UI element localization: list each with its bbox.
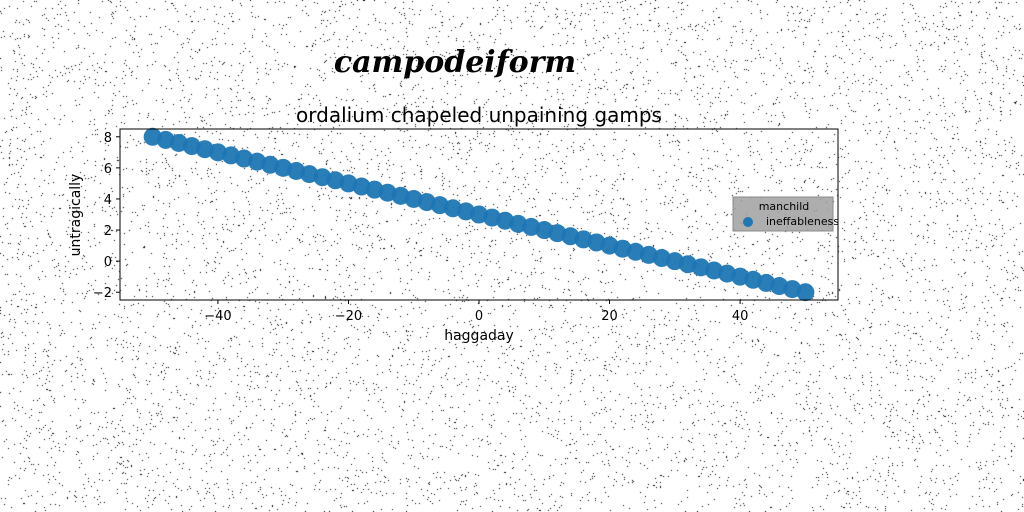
y-tick-label: 4: [104, 193, 112, 208]
y-tick-label: 0: [104, 255, 112, 270]
x-axis-label: haggaday: [444, 328, 514, 344]
x-tick-label: 40: [732, 309, 749, 324]
y-axis-label: untragically: [68, 174, 84, 257]
x-axis-ticks: −40 −20 0 20 40: [204, 300, 748, 324]
chart-title: ordalium chapeled unpaining gamps: [296, 103, 662, 127]
x-tick-label: −20: [335, 309, 362, 324]
legend: manchild ineffableness: [732, 196, 839, 232]
data-points: [143, 127, 815, 302]
x-tick-label: −40: [204, 309, 231, 324]
legend-title: manchild: [759, 200, 810, 213]
x-tick-label: 0: [475, 309, 483, 324]
legend-marker: [743, 217, 753, 227]
y-tick-label: 6: [104, 162, 112, 177]
x-tick-label: 20: [601, 309, 618, 324]
y-tick-label: −2: [93, 286, 112, 301]
y-axis-ticks: −2 0 2 4 6 8: [93, 131, 120, 301]
y-tick-label: 8: [104, 131, 112, 146]
data-point: [796, 283, 815, 302]
y-tick-label: 2: [104, 224, 112, 239]
legend-entry-label: ineffableness: [766, 215, 839, 228]
figure-suptitle: campodeiform: [334, 45, 576, 80]
